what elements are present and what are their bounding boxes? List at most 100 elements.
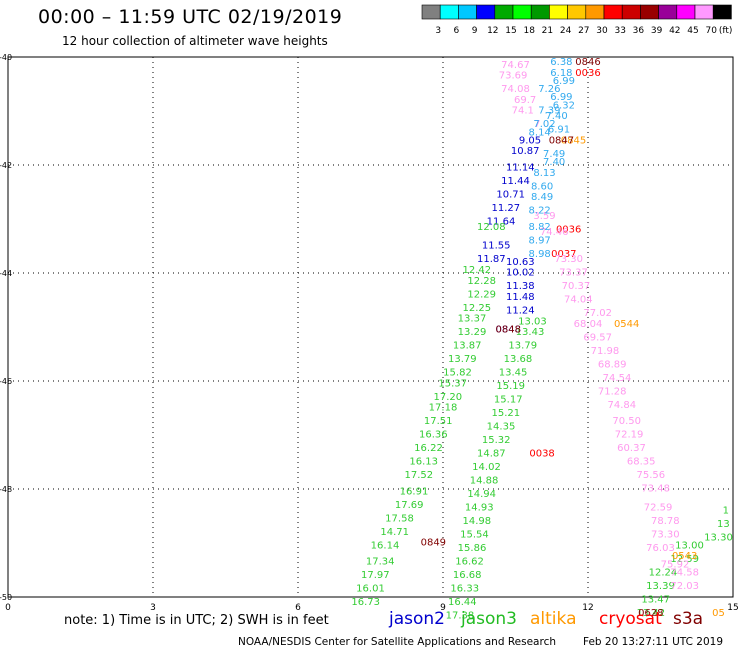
data-point-label: 0036 — [575, 68, 600, 79]
legend-cryosat: cryosat — [599, 609, 662, 629]
data-point-label: 12.29 — [467, 289, 496, 300]
data-point-label: 6.32 — [553, 100, 575, 111]
data-point-label: 16.62 — [455, 557, 484, 568]
data-point-label: 71.98 — [591, 346, 620, 357]
data-point-label: 68.89 — [598, 360, 627, 371]
data-point-label: 7.40 — [543, 157, 565, 168]
data-point-label: 10.63 — [506, 257, 535, 268]
data-point-label: 13.03 — [518, 316, 547, 327]
data-point-label: 74.1 — [512, 106, 534, 117]
y-tick-label: -42 — [0, 161, 12, 170]
data-point-label: 8.49 — [531, 192, 553, 203]
data-point-label: 13.68 — [504, 354, 533, 365]
data-point-label: 7.40 — [545, 111, 567, 122]
data-point-label: 73.48 — [641, 484, 670, 495]
data-point-label: 16.68 — [453, 570, 482, 581]
data-point-label: 13.00 — [675, 540, 704, 551]
x-tick-label: 6 — [295, 603, 301, 613]
legend-jason2: jason2 — [389, 609, 445, 629]
data-point-label: 8.13 — [533, 168, 555, 179]
data-point-label: 15.21 — [492, 408, 521, 419]
data-point-label: 10.02 — [506, 268, 535, 279]
data-point-label: 74.58 — [670, 567, 699, 578]
data-point-label: 11.38 — [506, 281, 535, 292]
data-point-label: 17.51 — [424, 416, 453, 427]
data-point-label: 69.7 — [514, 95, 536, 106]
data-point-label: 6.18 — [550, 68, 572, 79]
data-point-label: 15.82 — [443, 368, 472, 379]
data-point-label: 69.57 — [583, 333, 612, 344]
data-point-label: 10.71 — [496, 189, 525, 200]
data-point-label: 0848 — [496, 324, 521, 335]
data-point-label: 14.93 — [465, 503, 494, 514]
data-point-label: 8.97 — [529, 235, 551, 246]
data-point-label: 17.18 — [429, 403, 458, 414]
legend-altika: altika — [530, 609, 577, 629]
footer-credit: NOAA/NESDIS Center for Satellite Applica… — [238, 636, 556, 648]
colorbar-label: 15 — [505, 26, 516, 36]
data-point-label: 17.58 — [385, 513, 414, 524]
data-point-label: 74.84 — [608, 400, 637, 411]
data-point-label: 14.98 — [463, 516, 492, 527]
colorbar-label: 6 — [454, 26, 460, 36]
colorbar-label: 27 — [578, 26, 589, 36]
data-point-label: 70.37 — [562, 281, 591, 292]
data-point-label: 0846 — [575, 57, 600, 68]
data-point-label: 0847 — [549, 135, 574, 146]
data-point-label: 72.59 — [644, 503, 673, 514]
data-point-label: 11.24 — [506, 306, 535, 317]
data-point-label: 8.82 — [529, 222, 551, 233]
data-point-label: 0845 — [561, 135, 586, 146]
data-point-label: 14.71 — [380, 527, 409, 538]
data-point-label: 15.86 — [458, 543, 487, 554]
data-point-label: 17.52 — [405, 470, 434, 481]
data-point-label: 12.25 — [463, 303, 492, 314]
data-point-label: 14.94 — [467, 489, 496, 500]
data-point-label: 12.59 — [670, 554, 699, 565]
data-point-label: 14.02 — [472, 462, 501, 473]
data-point-label: 74.46 — [540, 227, 569, 238]
data-point-label: 13.39 — [646, 581, 675, 592]
data-point-label: 16.13 — [409, 457, 438, 468]
data-point-label: 13.29 — [458, 327, 487, 338]
data-point-label: 0544 — [614, 319, 639, 330]
x-tick-label: 12 — [582, 603, 593, 613]
data-point-label: 7.39 — [538, 106, 560, 117]
data-point-label: 15.32 — [482, 435, 511, 446]
data-point-label: 13.79 — [448, 354, 477, 365]
data-point-label: 17.97 — [361, 570, 390, 581]
data-point-label: 14.87 — [477, 449, 506, 460]
data-point-label: 78.78 — [651, 516, 680, 527]
colorbar-label: 12 — [487, 26, 498, 36]
data-point-label: 71.28 — [598, 387, 627, 398]
data-point-label: 11.48 — [506, 292, 535, 303]
colorbar-label: 24 — [560, 26, 572, 36]
data-point-label: 6.38 — [550, 57, 572, 68]
data-point-label: 8.14 — [529, 127, 551, 138]
colorbar-label: 45 — [687, 26, 698, 36]
data-point-label: 16.91 — [400, 486, 429, 497]
footer-timestamp: Feb 20 13:27:11 UTC 2019 — [583, 636, 723, 648]
data-point-label: 12.24 — [649, 567, 678, 578]
data-point-label: 68.35 — [627, 457, 656, 468]
data-point-label: 11.14 — [506, 162, 535, 173]
data-point-label: 13.30 — [704, 532, 733, 543]
data-point-label: 0849 — [421, 538, 446, 549]
y-tick-label: -50 — [0, 593, 12, 602]
y-tick-label: -46 — [0, 377, 12, 386]
data-point-label: 11.64 — [487, 216, 516, 227]
data-point-label: 0037 — [551, 249, 576, 260]
data-point-label: 6.99 — [550, 92, 572, 103]
data-point-label: 7.49 — [543, 149, 565, 160]
x-tick-label: 9 — [440, 603, 446, 613]
data-point-label: 13.79 — [508, 341, 537, 352]
colorbar-label: 30 — [596, 26, 608, 36]
data-point-label: 14.88 — [470, 476, 499, 487]
y-tick-label: -40 — [0, 53, 12, 62]
chart-title: 00:00 – 11:59 UTC 02/19/2019 — [38, 6, 343, 28]
data-point-label: 6.91 — [548, 125, 570, 136]
data-point-label: 12.28 — [467, 276, 496, 287]
data-point-label: 7 — [534, 119, 540, 130]
legend-s3a: s3a — [673, 609, 704, 629]
